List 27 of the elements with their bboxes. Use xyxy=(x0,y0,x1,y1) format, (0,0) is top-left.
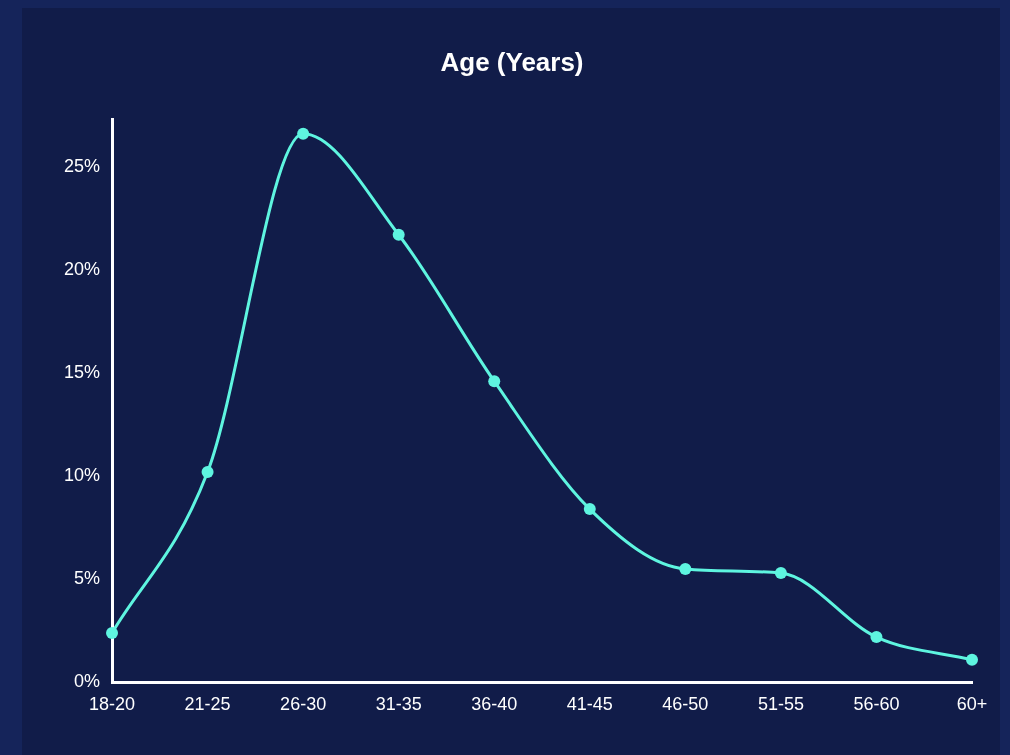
x-tick-label: 18-20 xyxy=(89,694,136,715)
x-tick-label: 41-45 xyxy=(566,694,613,715)
x-tick-label: 31-35 xyxy=(375,694,422,715)
chart-title: Age (Years) xyxy=(440,46,584,77)
x-tick-label: 56-60 xyxy=(853,694,900,715)
x-tick-label: 26-30 xyxy=(280,694,327,715)
point xyxy=(106,626,119,639)
y-tick-label: 10% xyxy=(64,465,101,486)
y-tick-label: 0% xyxy=(74,671,101,692)
point xyxy=(583,503,596,516)
y-tick-label: 20% xyxy=(64,258,101,279)
point xyxy=(774,567,787,580)
point xyxy=(201,465,214,478)
x-tick-label: 60+ xyxy=(956,694,988,715)
x-tick-label: 21-25 xyxy=(184,694,231,715)
x-tick-label: 46-50 xyxy=(662,694,709,715)
point xyxy=(488,375,501,388)
y-tick-label: 15% xyxy=(64,361,101,382)
point xyxy=(870,631,883,644)
point xyxy=(679,562,692,575)
x-tick-label: 51-55 xyxy=(757,694,804,715)
point xyxy=(966,653,978,666)
y-tick-label: 5% xyxy=(74,568,101,589)
point xyxy=(297,127,310,140)
x-tick-label: 36-40 xyxy=(471,694,518,715)
point xyxy=(392,228,405,241)
y-tick-label: 25% xyxy=(64,155,101,176)
